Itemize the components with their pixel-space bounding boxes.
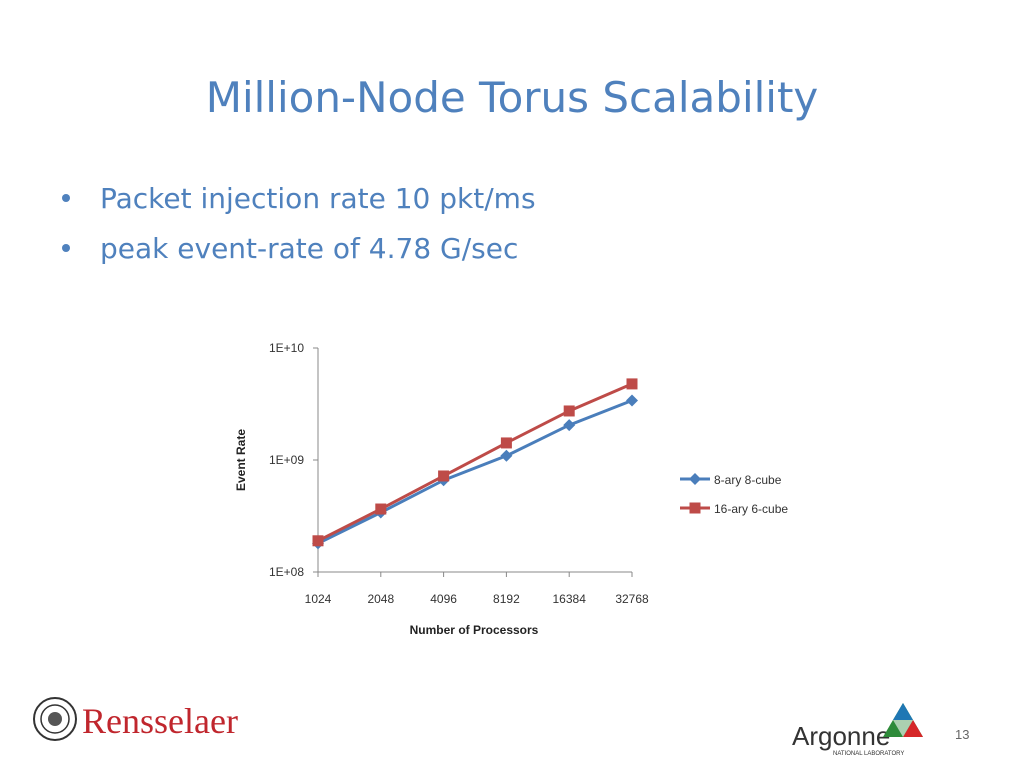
- x-tick-label: 32768: [615, 592, 649, 606]
- point: [689, 473, 701, 485]
- page-number: 13: [955, 727, 969, 742]
- argonne-logo: Argonne NATIONAL LABORATORY: [792, 703, 923, 757]
- legend-label: 16-ary 6-cube: [714, 502, 788, 516]
- bullet: Packet injection rate 10 pkt/ms: [100, 182, 536, 215]
- point: [626, 394, 638, 407]
- x-tick-label: 16384: [553, 592, 587, 606]
- slide-title: Million-Node Torus Scalability: [206, 73, 819, 122]
- x-tick-label: 1024: [305, 592, 332, 606]
- legend-label: 8-ary 8-cube: [714, 473, 782, 487]
- point: [500, 437, 512, 449]
- point: [563, 419, 576, 432]
- point: [438, 470, 450, 482]
- x-tick-label: 2048: [367, 592, 394, 606]
- point: [626, 378, 638, 390]
- x-axis-label: Number of Processors: [410, 623, 539, 637]
- series-line: [317, 399, 633, 545]
- point: [500, 449, 513, 462]
- y-axis-label: Event Rate: [234, 429, 248, 491]
- series-line: [317, 382, 633, 543]
- bullet-dot: [62, 194, 70, 202]
- y-tick-label: 1E+08: [269, 565, 304, 579]
- x-tick-label: 8192: [493, 592, 520, 606]
- x-tick-label: 4096: [430, 592, 457, 606]
- y-tick-label: 1E+10: [269, 341, 304, 355]
- y-tick-label: 1E+09: [269, 453, 304, 467]
- point: [563, 405, 575, 417]
- bullet: peak event-rate of 4.78 G/sec: [100, 232, 518, 265]
- point: [689, 502, 701, 514]
- point: [312, 535, 324, 547]
- rensselaer-logo: Rensselaer: [33, 697, 238, 741]
- bullet-dot: [62, 244, 70, 252]
- logo-text: Rensselaer: [82, 701, 238, 741]
- logo-subtext: NATIONAL LABORATORY: [833, 751, 904, 757]
- point: [375, 503, 387, 515]
- logo-text: Argonne: [792, 721, 890, 751]
